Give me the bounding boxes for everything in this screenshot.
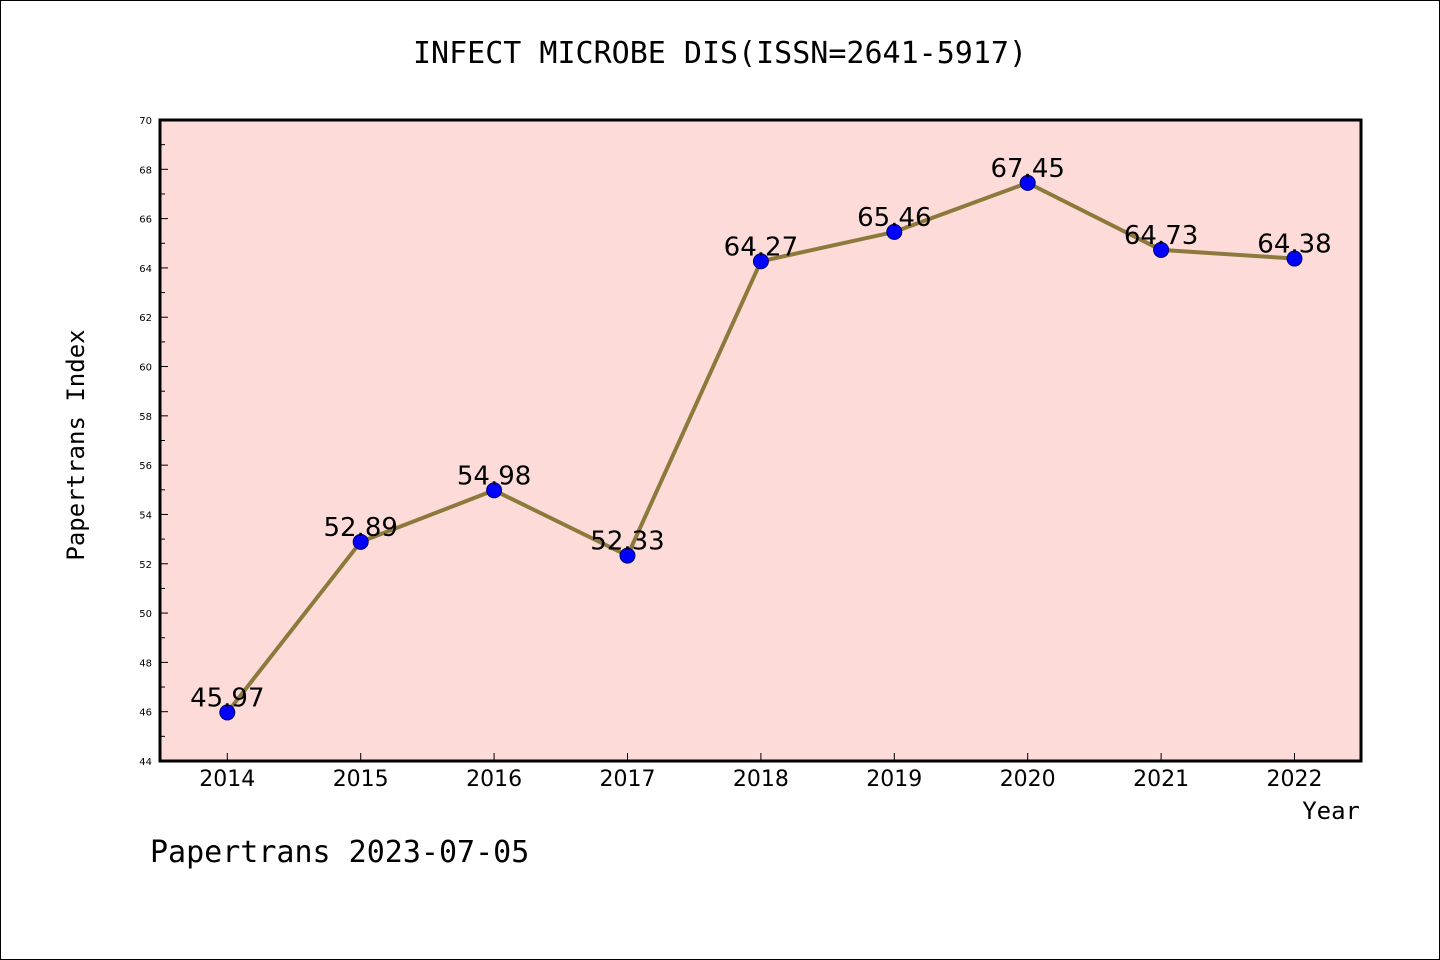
y-tick-label: 50 [139,609,152,620]
y-tick-label: 70 [139,116,152,127]
data-point [1286,250,1303,267]
x-tick-label: 2016 [466,767,522,792]
x-tick-label: 2021 [1133,767,1189,792]
data-label: 54.98 [457,461,531,491]
data-label: 64.38 [1257,230,1331,260]
y-tick-label: 44 [139,757,152,768]
data-labels: 45.97 52.89 54.98 52.33 64.27 65.46 67.45 64.73… [190,154,1332,714]
data-label: 52.89 [323,513,397,543]
data-points [219,174,1303,721]
data-label: 64.27 [724,232,798,262]
x-axis-ticks: 2014 2015 2016 2017 2018 2019 2020 2021 2022 [199,753,1323,792]
chart-title: INFECT MICROBE DIS(ISSN=2641-5917) [412,36,1028,71]
y-tick-label: 62 [139,313,152,324]
y-tick-label: 66 [139,215,152,226]
data-point [1019,174,1036,191]
x-axis-label: Year [1302,797,1360,825]
y-tick-label: 56 [139,461,152,472]
y-axis-ticks: 44 46 48 50 52 54 56 58 60 62 64 66 68 70 [139,116,168,768]
data-label: 45.97 [190,683,264,713]
data-label: 64.73 [1124,221,1198,251]
y-tick-label: 60 [139,363,152,374]
y-tick-label: 64 [139,264,152,275]
y-tick-label: 68 [139,165,152,176]
data-point [219,704,236,721]
footer-text: Papertrans 2023-07-05 [150,835,530,870]
x-tick-label: 2019 [866,767,922,792]
y-tick-label: 46 [139,708,152,719]
data-point [752,253,769,270]
x-tick-label: 2022 [1267,767,1323,792]
data-point [352,533,369,550]
data-point [619,547,636,564]
plot-area [158,118,1363,763]
y-tick-label: 54 [139,510,152,521]
x-tick-label: 2017 [600,767,656,792]
y-tick-label: 48 [139,658,152,669]
data-point [1153,241,1170,258]
x-tick-label: 2020 [1000,767,1056,792]
data-label: 65.46 [857,203,931,233]
data-label: 52.33 [590,527,664,557]
x-tick-label: 2018 [733,767,789,792]
data-label: 67.45 [990,154,1064,184]
data-point [486,482,503,499]
y-tick-label: 58 [139,412,152,423]
x-tick-label: 2015 [333,767,389,792]
data-point [886,223,903,240]
y-tick-label: 52 [139,560,152,571]
x-tick-label: 2014 [199,767,255,792]
